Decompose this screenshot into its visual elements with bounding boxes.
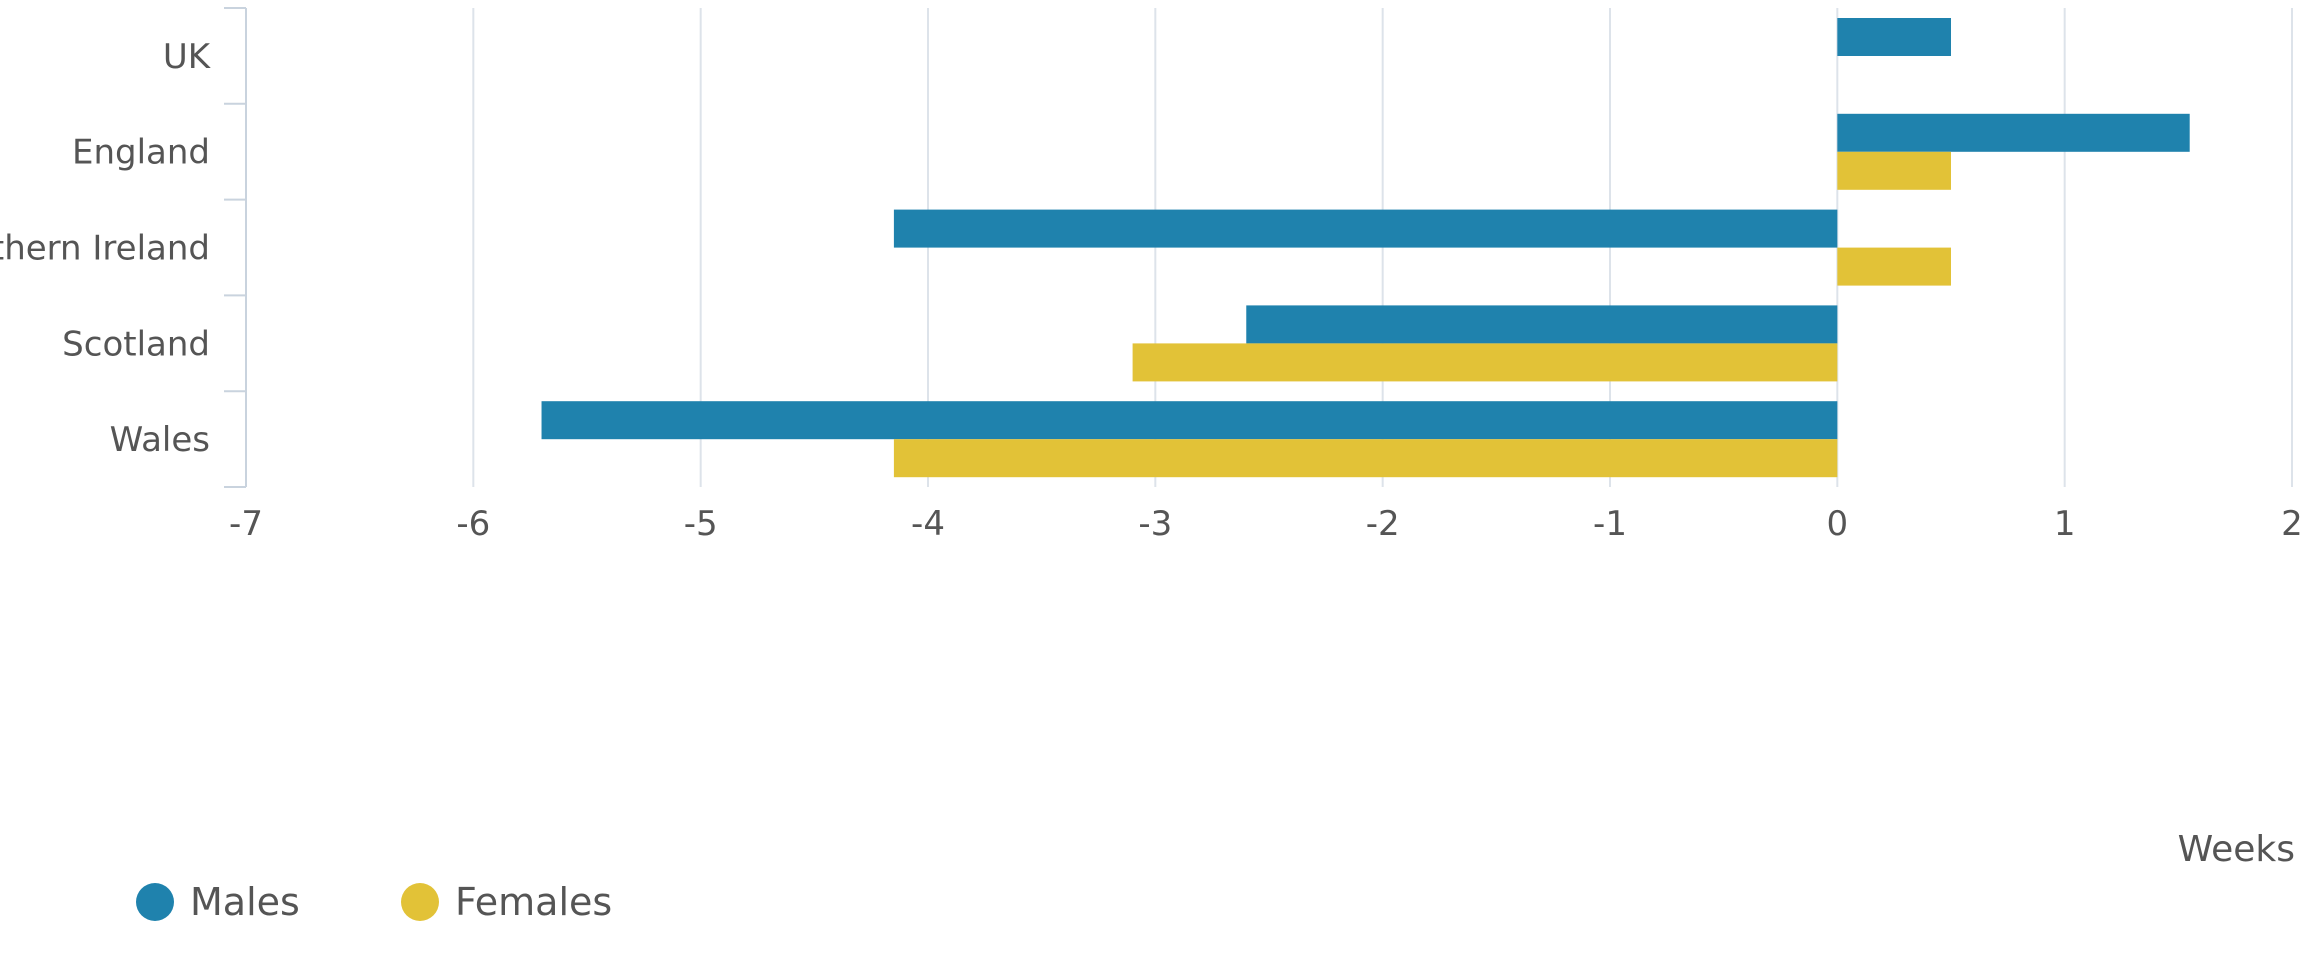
category-axis [224,7,247,488]
x-tick-label: -2 [1366,504,1400,544]
legend-swatch-males [136,883,174,921]
bars [541,18,2190,478]
x-tick-label: -7 [229,504,263,544]
bar-females-4 [893,439,1838,478]
x-tick-label: 2 [2281,504,2303,544]
x-tick-label: 1 [2054,504,2076,544]
x-tick-label: 0 [1827,504,1849,544]
x-tick-label: -6 [456,504,490,544]
x-tick-label: -3 [1138,504,1172,544]
bar-females-3 [1132,343,1838,382]
x-tick-label: -1 [1593,504,1627,544]
category-label: UK [163,37,212,77]
bar-females-1 [1837,151,1951,190]
bar-males-0 [1837,18,1951,56]
bar-females-2 [1837,247,1951,286]
x-tick-labels: -7 -6 -5 -4 -3 -2 -1 0 1 2 [229,504,2303,544]
bar-males-4 [541,401,1838,440]
legend-swatch-females [401,883,439,921]
category-label: Northern Ireland [0,229,210,269]
category-label: Wales [110,420,210,460]
x-tick-label: -4 [911,504,945,544]
x-axis-title: Weeks [2178,829,2295,870]
category-label: Scotland [62,324,210,364]
legend-label-males: Males [190,880,300,924]
legend-label-females: Females [455,880,612,924]
x-tick-label: -5 [684,504,718,544]
bar-males-1 [1837,113,2190,152]
legend: Males Females [136,880,612,924]
category-label: England [72,133,210,173]
bar-males-2 [893,209,1838,248]
bar-males-3 [1246,305,1838,344]
category-labels: UK England Northern Ireland Scotland Wales [0,37,212,460]
